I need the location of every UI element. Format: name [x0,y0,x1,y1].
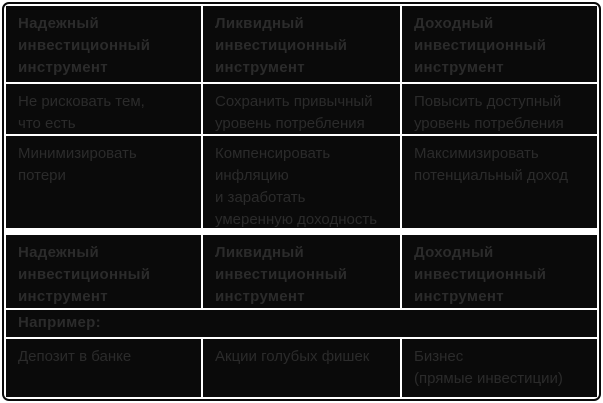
header-liquid-instrument: Ликвидный инвестиционный инструмент [203,6,400,82]
header-profitable-instrument: Доходный инвестиционный инструмент [401,6,597,82]
table-cell-blue-chip-stocks: Акции голубых фишек [203,339,400,397]
table-section-goals: Надежный инвестиционный инструмент Ликви… [6,6,597,228]
table-cell-compensate-inflation: Компенсировать инфляцию и заработать уме… [203,136,400,228]
header-reliable-instrument-2: Надежный инвестиционный инструмент [6,235,202,308]
table-cell-goal-keep-consumption: Сохранить привычный уровень потребления [203,84,400,134]
table-cell-business-direct: Бизнес (прямые инвестиции) [401,339,597,397]
table-cell-minimize-losses: Минимизировать потери [6,136,202,228]
table-cell-maximize-income: Максимизировать потенциальный доход [401,136,597,228]
table-cell-bank-deposit: Депозит в банке [6,339,202,397]
header-profitable-instrument-2: Доходный инвестиционный инструмент [401,235,597,308]
header-reliable-instrument: Надежный инвестиционный инструмент [6,6,202,82]
header-liquid-instrument-2: Ликвидный инвестиционный инструмент [203,235,400,308]
table-cell-goal-raise-consumption: Повысить доступный уровень потребления [401,84,597,134]
section-label-for-example: Например: [6,310,597,337]
table-cell-goal-no-risk: Не рисковать тем, что есть [6,84,202,134]
table-section-examples: Надежный инвестиционный инструмент Ликви… [6,235,597,397]
